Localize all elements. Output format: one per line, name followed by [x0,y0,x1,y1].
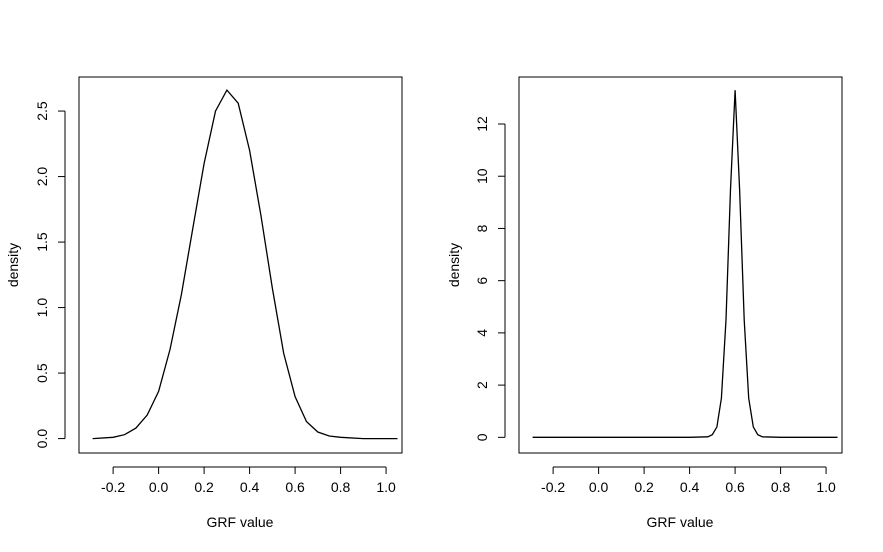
x-tick-label: 1.0 [376,479,396,495]
x-axis: -0.2 0.0 0.2 0.4 0.6 0.8 1.0 [541,466,836,495]
y-tick-label: 0.5 [34,363,50,383]
y-axis-label: density [446,243,462,287]
x-tick-label: 0.0 [589,479,609,495]
x-tick-label: 0.6 [285,479,305,495]
y-tick-label: 6 [474,277,490,285]
x-tick-label: 0.4 [680,479,700,495]
x-tick-label: 0.8 [331,479,351,495]
y-tick-label: 8 [474,224,490,232]
x-tick-label: 0.4 [240,479,260,495]
x-tick-label: -0.2 [541,479,565,495]
left-density-plot: -0.2 0.0 0.2 0.4 0.6 0.8 1.0 0.0 0.5 1.0 1.5 2.0 2.… [5,76,403,530]
x-tick-label: 0.0 [149,479,169,495]
plot-frame [518,76,843,454]
y-tick-label: 10 [474,168,490,184]
x-tick-label: 0.2 [194,479,214,495]
x-tick-label: 0.6 [725,479,745,495]
plot-frame [78,76,403,454]
density-curve [532,90,838,438]
y-tick-label: 12 [474,116,490,132]
x-axis-label: GRF value [207,514,274,530]
x-tick-label: 0.8 [771,479,791,495]
right-density-plot: -0.2 0.0 0.2 0.4 0.6 0.8 1.0 0 2 4 6 8 10 12 GRF val… [446,76,843,530]
x-tick-label: 1.0 [816,479,836,495]
y-tick-label: 0 [474,433,490,441]
y-axis: 0 2 4 6 8 10 12 [474,116,506,441]
x-tick-label: 0.2 [634,479,654,495]
y-tick-label: 2 [474,381,490,389]
x-tick-label: -0.2 [101,479,125,495]
y-tick-label: 2.0 [34,167,50,187]
y-axis-label: density [5,243,21,287]
density-curve [92,88,398,440]
x-axis: -0.2 0.0 0.2 0.4 0.6 0.8 1.0 [101,466,396,495]
y-tick-label: 1.0 [34,298,50,318]
x-axis-label: GRF value [647,514,714,530]
y-tick-label: 2.5 [34,101,50,121]
y-tick-label: 4 [474,329,490,337]
y-tick-label: 1.5 [34,232,50,252]
y-axis: 0.0 0.5 1.0 1.5 2.0 2.5 [34,101,66,449]
y-tick-label: 0.0 [34,429,50,449]
